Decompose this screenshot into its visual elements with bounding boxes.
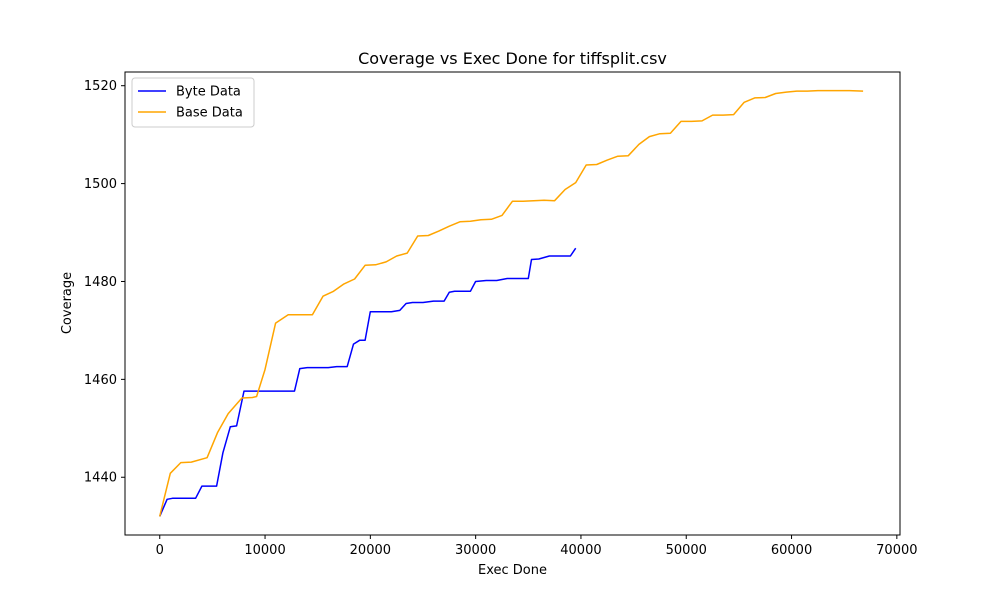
series-line-2 [158,89,864,517]
y-tick-label: 1440 [84,471,117,486]
x-axis-label: Exec Done [478,563,547,578]
y-tick-label: 1500 [84,177,117,192]
legend-label-1: Byte Data [176,85,241,100]
x-tick-label: 10000 [244,543,285,558]
x-tick-label: 60000 [771,543,812,558]
y-axis-label: Coverage [60,272,75,334]
legend-label-2: Base Data [176,106,243,121]
chart-title: Coverage vs Exec Done for tiffsplit.csv [358,49,667,68]
y-tick-label: 1520 [84,79,117,94]
series-line-1 [159,247,577,517]
plot-area: 0 10000 20000 30000 40000 50000 60000 70000 1440… [84,71,918,558]
x-tick-label: 50000 [666,543,707,558]
x-tick-label: 20000 [350,543,391,558]
x-tick-label: 30000 [455,543,496,558]
y-tick-label: 1460 [84,373,117,388]
legend: Byte Data Base Data [131,77,255,128]
x-tick-label: 70000 [876,543,917,558]
x-tick-label: 40000 [560,543,601,558]
y-tick-label: 1480 [84,275,117,290]
axes-frame [124,71,901,536]
x-tick-label: 0 [156,543,164,558]
